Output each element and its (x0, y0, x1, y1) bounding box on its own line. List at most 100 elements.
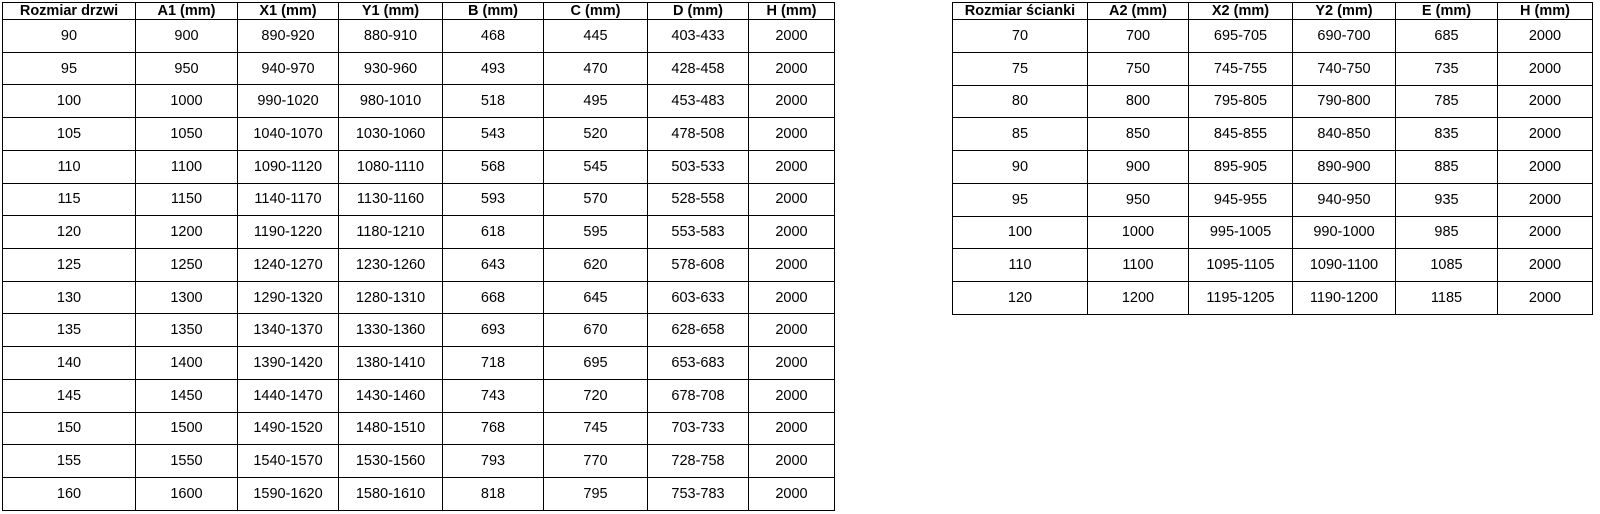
table-cell: 885 (1395, 150, 1498, 184)
header-row: Rozmiar ścianki A2 (mm) X2 (mm) Y2 (mm) E (m… (952, 2, 1593, 20)
table-cell: 1090-1100 (1292, 248, 1396, 283)
table-cell: 468 (442, 19, 544, 53)
column-header: H (mm) (748, 2, 835, 20)
table-cell: 2000 (748, 313, 835, 348)
table-cell: 135 (2, 313, 136, 348)
table-row: 135 1350 1340-1370 1330-1360 693 670 628-658 20… (2, 313, 835, 348)
table-cell: 1185 (1395, 281, 1498, 315)
table-cell: 653-683 (647, 346, 749, 380)
table-cell: 115 (2, 182, 136, 217)
table-cell: 1290-1320 (237, 280, 339, 315)
table-row: 120 1200 1195-1205 1190-1200 1185 2000 (952, 281, 1593, 315)
table-cell: 1130-1160 (338, 182, 443, 217)
column-header: H (mm) (1497, 2, 1593, 20)
table-cell: 945-955 (1188, 182, 1293, 217)
table-cell: 545 (543, 149, 648, 184)
table-cell: 845-855 (1188, 117, 1293, 152)
table-cell: 900 (135, 19, 238, 53)
table-cell: 495 (543, 84, 648, 119)
table-cell: 478-508 (647, 117, 749, 151)
table-cell: 2000 (748, 248, 835, 282)
table-cell: 940-950 (1292, 182, 1396, 217)
table-cell: 1340-1370 (237, 313, 339, 348)
table-cell: 2000 (1497, 182, 1593, 217)
table-cell: 95 (2, 51, 136, 86)
table-cell: 453-483 (647, 84, 749, 119)
table-cell: 890-920 (237, 19, 339, 53)
table-cell: 743 (442, 378, 544, 413)
table-cell: 2000 (1497, 248, 1593, 283)
table-cell: 105 (2, 117, 136, 151)
table-row: 90 900 895-905 890-900 885 2000 (952, 150, 1593, 184)
table-cell: 1230-1260 (338, 248, 443, 282)
table-row: 125 1250 1240-1270 1230-1260 643 620 578-608 20… (2, 248, 835, 282)
table-cell: 1440-1470 (237, 378, 339, 413)
table-cell: 1140-1170 (237, 182, 339, 217)
table-cell: 985 (1395, 215, 1498, 250)
table-cell: 120 (2, 215, 136, 250)
table-cell: 1550 (135, 444, 238, 479)
table-cell: 1580-1610 (338, 477, 443, 511)
table-cell: 520 (543, 117, 648, 151)
table-cell: 150 (2, 411, 136, 446)
table-cell: 685 (1395, 19, 1498, 53)
table-cell: 155 (2, 444, 136, 479)
table-cell: 990-1000 (1292, 215, 1396, 250)
table-cell: 693 (442, 313, 544, 348)
table-cell: 2000 (748, 84, 835, 119)
table-cell: 1480-1510 (338, 411, 443, 446)
table-cell: 1280-1310 (338, 280, 443, 315)
table-row: 140 1400 1390-1420 1380-1410 718 695 653-683 20… (2, 346, 835, 380)
column-header: A2 (mm) (1087, 2, 1189, 20)
table-cell: 553-583 (647, 215, 749, 250)
table-cell: 1030-1060 (338, 117, 443, 151)
table-cell: 2000 (1497, 84, 1593, 119)
table-cell: 568 (442, 149, 544, 184)
table-cell: 700 (1087, 19, 1189, 53)
table-cell: 2000 (748, 51, 835, 86)
door-size-table: Rozmiar drzwi A1 (mm) X1 (mm) Y1 (mm) B (mm)… (2, 2, 835, 511)
column-header: D (mm) (647, 2, 749, 20)
table-cell: 90 (2, 19, 136, 53)
table-cell: 1540-1570 (237, 444, 339, 479)
table-row: 155 1550 1540-1570 1530-1560 793 770 728-758 20… (2, 444, 835, 479)
table-cell: 493 (442, 51, 544, 86)
table-cell: 2000 (748, 411, 835, 446)
table-cell: 1300 (135, 280, 238, 315)
table-cell: 2000 (1497, 51, 1593, 86)
table-cell: 768 (442, 411, 544, 446)
table-cell: 1000 (1087, 215, 1189, 250)
table-cell: 2000 (748, 182, 835, 217)
table-cell: 1500 (135, 411, 238, 446)
table-cell: 2000 (748, 149, 835, 184)
table-cell: 1150 (135, 182, 238, 217)
table-cell: 1085 (1395, 248, 1498, 283)
table-cell: 2000 (748, 117, 835, 151)
table-cell: 735 (1395, 51, 1498, 86)
table-cell: 720 (543, 378, 648, 413)
table-cell: 980-1010 (338, 84, 443, 119)
column-header: E (mm) (1395, 2, 1498, 20)
column-header: Y2 (mm) (1292, 2, 1396, 20)
table-cell: 2000 (748, 19, 835, 53)
table-cell: 1240-1270 (237, 248, 339, 282)
table-cell: 620 (543, 248, 648, 282)
column-header: Rozmiar ścianki (952, 2, 1088, 20)
table-cell: 2000 (1497, 19, 1593, 53)
table-cell: 80 (952, 84, 1088, 119)
table-cell: 603-633 (647, 280, 749, 315)
table-cell: 728-758 (647, 444, 749, 479)
table-cell: 2000 (748, 215, 835, 250)
table-cell: 990-1020 (237, 84, 339, 119)
table-row: 160 1600 1590-1620 1580-1610 818 795 753-783 20… (2, 477, 835, 511)
table-row: 120 1200 1190-1220 1180-1210 618 595 553-583 20… (2, 215, 835, 250)
table-cell: 1200 (135, 215, 238, 250)
table-cell: 818 (442, 477, 544, 511)
table-row: 100 1000 995-1005 990-1000 985 2000 (952, 215, 1593, 250)
table-cell: 70 (952, 19, 1088, 53)
table-cell: 1450 (135, 378, 238, 413)
column-header: C (mm) (543, 2, 648, 20)
table-cell: 900 (1087, 150, 1189, 184)
table-cell: 790-800 (1292, 84, 1396, 119)
